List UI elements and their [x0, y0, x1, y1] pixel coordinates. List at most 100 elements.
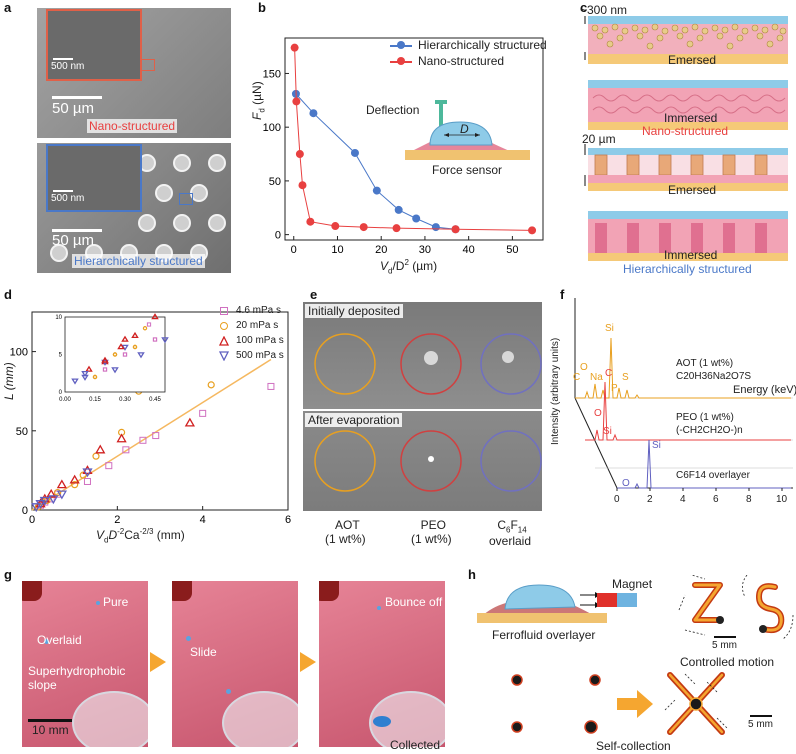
x-tick-label: 20 [375, 244, 387, 256]
legend-label: 4.6 mPa s [236, 305, 282, 316]
col-line1: AOT [335, 518, 360, 532]
scale-text: 50 µm [52, 232, 94, 249]
image-initially-deposited: Initially deposited [303, 302, 542, 409]
data-point [83, 477, 91, 485]
sem-image-nano: 500 nm 50 µm Nano-structured [37, 8, 231, 138]
data-point [295, 150, 304, 159]
size-label-hier: 20 µm [582, 132, 616, 146]
x-label-sub: d [104, 535, 109, 545]
x-label-sup: 2 [404, 258, 409, 267]
data-point [71, 378, 79, 385]
data-point [31, 503, 42, 513]
data-point [35, 500, 46, 509]
x-label-d: D [108, 528, 118, 542]
data-point [372, 186, 381, 195]
scale-text: 5 mm [712, 640, 737, 651]
data-point [184, 417, 195, 427]
data-point [152, 337, 158, 342]
inset-y-tick-label: 5 [59, 353, 63, 359]
data-point [207, 381, 215, 389]
peak-label: Si [605, 323, 614, 334]
data-point [46, 488, 57, 498]
col-sub2: 14 [517, 525, 527, 535]
label-slope: Superhydrophobic slope [28, 664, 126, 692]
arrow-right [150, 652, 166, 672]
panel-label-a: a [4, 0, 12, 15]
data-point [306, 217, 315, 226]
col-c: C [497, 518, 506, 532]
data-point [350, 148, 359, 157]
x-label-ca: Ca [124, 528, 140, 542]
f-tick: 6 [713, 494, 719, 505]
caption-hier: Hierarchically structured [72, 254, 205, 268]
peak-label: Si [603, 426, 612, 437]
f-tick: 2 [647, 494, 653, 505]
peak-label: Na [590, 372, 603, 383]
emersed-label: Emersed [668, 183, 717, 197]
data-point [116, 433, 127, 443]
data-point [412, 214, 421, 223]
y-axis-label-b: Fd (µN) [250, 81, 266, 120]
data-point [111, 367, 119, 374]
inset-marker-hier [179, 193, 193, 205]
data-point [142, 326, 148, 331]
col-f: F [510, 518, 518, 532]
data-point [101, 356, 109, 363]
label-slide: Slide [190, 645, 217, 659]
image-after-evaporation: After evaporation [303, 411, 542, 511]
series-line [294, 47, 533, 231]
scale-bar [53, 190, 73, 192]
scale-bar [52, 96, 102, 99]
f-tick: 8 [746, 494, 752, 505]
scale-bar [52, 229, 102, 232]
data-point [359, 223, 368, 232]
photo-3 [319, 581, 445, 747]
scale-bar [28, 719, 72, 722]
arrow-right [300, 652, 316, 672]
peak-label: P [611, 383, 618, 394]
panel-label-c: c [580, 0, 588, 15]
peak-label: Si [652, 440, 661, 451]
y-label-sub: d [257, 108, 267, 113]
chart-d: 0 2 4 6 0 50 100 0.00 0.15 0.30 0.45 0 5 10 [10, 311, 291, 526]
ferrofluid-schematic [477, 584, 607, 623]
scale-text: 5 mm [748, 719, 773, 730]
magnet-north [597, 593, 617, 607]
sem-image-hier: 500 nm 50 µm Hierarchically structured [37, 143, 231, 273]
data-point [121, 335, 129, 342]
panel-label-f: f [560, 287, 565, 302]
force-sensor-schematic [405, 100, 530, 160]
self-collection-label: Self-collection [596, 739, 671, 753]
data-point [85, 365, 93, 372]
x-tick-label: 40 [463, 244, 475, 256]
x-tick-label: 6 [285, 514, 291, 526]
ferro-label: Ferrofluid overlayer [492, 628, 596, 642]
label-collected: Collected [390, 738, 441, 752]
y-axis-label-d: L (mm) [2, 362, 16, 400]
peak-label: S [622, 372, 629, 383]
label-after: After evaporation [305, 413, 403, 427]
x-label-sup1: -2 [117, 527, 125, 536]
data-point [298, 181, 307, 190]
caption-hier-c: Hierarchically structured [623, 262, 752, 276]
data-point [199, 409, 207, 417]
legend-label: 100 mPa s [236, 335, 284, 346]
x-tick-label: 0 [291, 244, 297, 256]
x-tick-label: 50 [506, 244, 518, 256]
inset-nano [46, 9, 142, 81]
y-tick-label: 0 [275, 230, 281, 242]
emersed-label: Emersed [668, 53, 717, 67]
data-point [146, 322, 152, 327]
data-point [82, 465, 93, 475]
data-point [39, 493, 50, 503]
data-point [82, 468, 93, 478]
x-label-v: V [96, 528, 105, 542]
scale-text: 50 µm [52, 100, 94, 117]
data-point [112, 352, 118, 357]
aot-name: AOT (1 wt%) [676, 358, 734, 369]
f-tick: 0 [614, 494, 620, 505]
y-tick-label: 100 [263, 122, 281, 134]
col-line2: overlaid [489, 534, 532, 549]
data-point [81, 371, 89, 378]
col-line2: (1 wt%) [411, 532, 452, 546]
